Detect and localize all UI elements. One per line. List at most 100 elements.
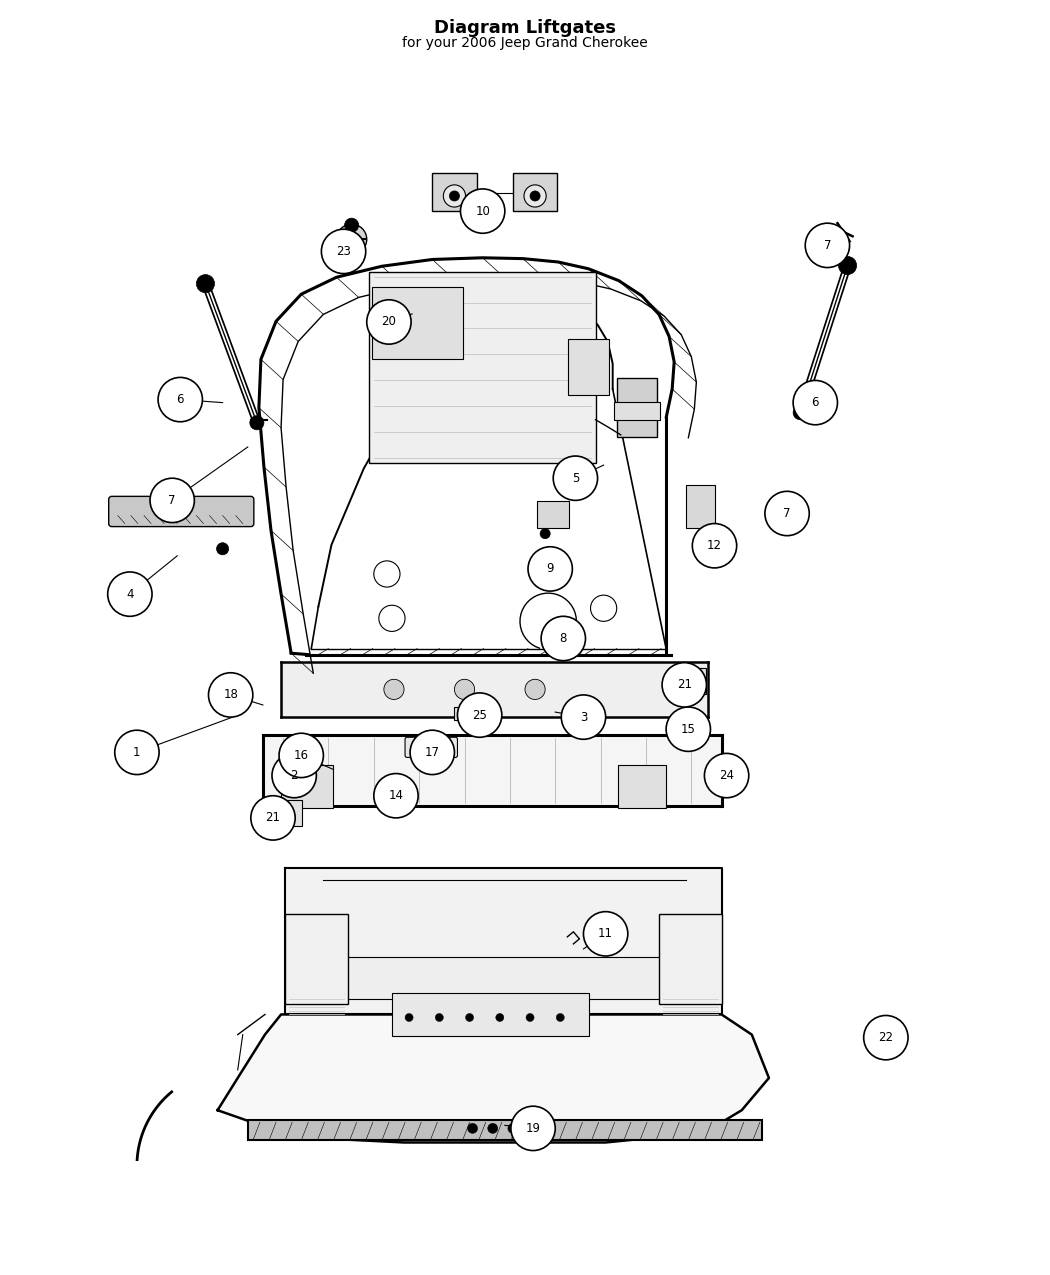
Circle shape — [839, 256, 857, 274]
Bar — [291, 756, 317, 780]
Circle shape — [411, 731, 455, 774]
FancyBboxPatch shape — [109, 496, 254, 527]
Circle shape — [216, 543, 229, 555]
Polygon shape — [286, 868, 721, 1015]
Circle shape — [461, 189, 505, 233]
Text: 24: 24 — [719, 769, 734, 782]
Bar — [281, 765, 334, 808]
Text: 21: 21 — [677, 678, 692, 691]
Text: 1: 1 — [133, 746, 141, 759]
Circle shape — [526, 1014, 534, 1021]
Circle shape — [793, 380, 838, 425]
Circle shape — [344, 218, 359, 232]
Circle shape — [455, 680, 475, 700]
Text: 2: 2 — [291, 769, 298, 782]
Circle shape — [864, 1015, 908, 1060]
Circle shape — [540, 529, 550, 539]
Text: 3: 3 — [580, 710, 587, 724]
Text: for your 2006 Jeep Grand Cherokee: for your 2006 Jeep Grand Cherokee — [402, 36, 648, 50]
Circle shape — [511, 1107, 555, 1150]
Circle shape — [279, 733, 323, 778]
Text: 23: 23 — [336, 245, 351, 258]
Text: 7: 7 — [783, 507, 791, 520]
Circle shape — [436, 1014, 443, 1021]
Text: 7: 7 — [823, 238, 832, 252]
Circle shape — [251, 796, 295, 840]
Bar — [659, 914, 721, 1005]
Circle shape — [705, 754, 749, 798]
Circle shape — [321, 230, 365, 274]
Circle shape — [876, 1020, 890, 1034]
Bar — [613, 402, 660, 419]
Circle shape — [196, 274, 214, 293]
Bar — [687, 486, 714, 528]
Circle shape — [366, 300, 412, 344]
Circle shape — [467, 1123, 478, 1133]
Circle shape — [562, 695, 606, 739]
Circle shape — [524, 185, 546, 207]
Text: Diagram Liftgates: Diagram Liftgates — [434, 19, 616, 37]
Bar — [512, 173, 558, 212]
Bar — [369, 272, 595, 463]
Circle shape — [525, 680, 545, 700]
Bar — [433, 173, 477, 212]
Bar — [248, 1121, 762, 1140]
Text: 6: 6 — [812, 397, 819, 409]
Circle shape — [508, 1123, 518, 1133]
Circle shape — [114, 731, 160, 774]
Text: 16: 16 — [294, 748, 309, 762]
Bar — [538, 501, 569, 528]
Text: 5: 5 — [571, 472, 580, 484]
Circle shape — [374, 561, 400, 586]
Circle shape — [590, 595, 616, 621]
Circle shape — [374, 774, 418, 817]
Polygon shape — [217, 1015, 769, 1142]
Circle shape — [458, 692, 502, 737]
Bar — [270, 799, 302, 826]
Text: 14: 14 — [388, 789, 403, 802]
Circle shape — [159, 377, 203, 422]
Bar — [286, 914, 348, 1005]
Circle shape — [764, 491, 810, 536]
Text: 25: 25 — [472, 709, 487, 722]
Bar — [616, 379, 657, 437]
Circle shape — [496, 1014, 504, 1021]
Text: 12: 12 — [707, 539, 722, 552]
Circle shape — [336, 224, 366, 255]
Text: 15: 15 — [680, 723, 696, 736]
Bar — [372, 287, 462, 360]
Text: 21: 21 — [266, 811, 280, 825]
Circle shape — [805, 223, 849, 268]
Circle shape — [150, 478, 194, 523]
Circle shape — [530, 191, 540, 201]
Circle shape — [379, 606, 405, 631]
Bar — [455, 708, 479, 720]
Circle shape — [405, 1014, 413, 1021]
Bar — [301, 958, 705, 1000]
Circle shape — [528, 547, 572, 592]
Bar — [617, 765, 666, 808]
Circle shape — [553, 456, 597, 500]
Text: 8: 8 — [560, 632, 567, 645]
Text: 6: 6 — [176, 393, 184, 405]
Bar — [392, 993, 588, 1035]
Bar — [568, 339, 609, 394]
Text: 19: 19 — [526, 1122, 541, 1135]
Circle shape — [272, 754, 316, 798]
Circle shape — [663, 663, 707, 708]
Bar — [674, 668, 707, 694]
Circle shape — [556, 1014, 564, 1021]
Circle shape — [793, 405, 807, 419]
Text: 7: 7 — [168, 493, 176, 507]
Circle shape — [108, 572, 152, 616]
Circle shape — [209, 673, 253, 717]
Circle shape — [666, 708, 711, 751]
Text: 11: 11 — [598, 927, 613, 941]
Circle shape — [449, 191, 460, 201]
Text: 20: 20 — [381, 315, 396, 329]
Circle shape — [384, 680, 404, 700]
Text: 10: 10 — [476, 204, 490, 218]
Circle shape — [584, 912, 628, 956]
Circle shape — [487, 1123, 498, 1133]
Circle shape — [465, 1014, 474, 1021]
